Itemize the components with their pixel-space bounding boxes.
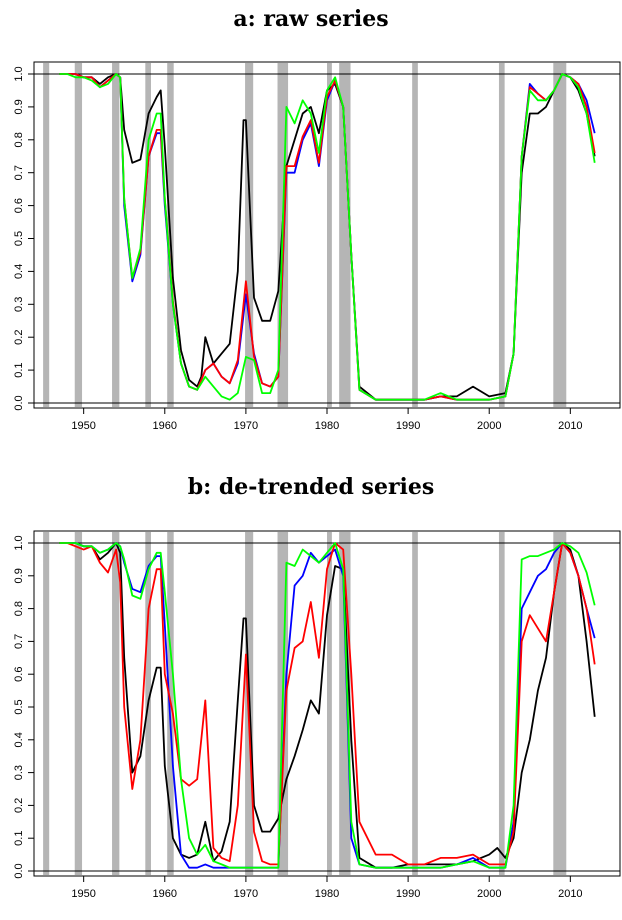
y-tick-label: 0.3 <box>13 297 25 312</box>
y-tick-label: 0.1 <box>13 362 25 377</box>
x-tick-label: 1970 <box>234 420 258 432</box>
panel-b: 1950 1960 1970 1980 1990 2000 2010 0.0 0.1 0.2 0.3… <box>13 530 621 900</box>
y-tick-label: 0.1 <box>13 831 25 846</box>
recession-band <box>145 63 151 407</box>
y-tick-label: 0.6 <box>13 667 25 682</box>
y-tick-label: 0.0 <box>13 395 25 410</box>
y-tick-label: 0.9 <box>13 568 25 583</box>
y-tick-label: 0.7 <box>13 634 25 649</box>
series-line <box>59 542 596 869</box>
y-tick-label: 0.6 <box>13 198 25 213</box>
series-line <box>59 542 596 866</box>
y-tick-label: 0.3 <box>13 765 25 780</box>
panel-b-title: b: de-trended series <box>187 474 435 500</box>
y-tick-label: 0.4 <box>13 732 25 747</box>
recession-band <box>245 63 254 407</box>
y-tick-label: 1.0 <box>13 66 25 81</box>
y-tick-label: 0.2 <box>13 798 25 813</box>
recession-band <box>412 63 418 407</box>
recession-band <box>339 63 351 407</box>
x-tick-label: 1990 <box>396 888 420 900</box>
recession-band <box>412 532 418 875</box>
x-tick-label: 2010 <box>558 888 582 900</box>
y-tick-label: 0.4 <box>13 264 25 279</box>
y-tick-label: 0.5 <box>13 231 25 246</box>
x-tick-label: 1950 <box>71 888 95 900</box>
x-tick-label: 2000 <box>477 888 501 900</box>
x-tick-label: 1960 <box>153 420 177 432</box>
y-tick-label: 0.8 <box>13 601 25 616</box>
recession-band <box>327 63 332 407</box>
recession-band <box>327 532 332 875</box>
recession-band <box>74 63 83 407</box>
x-tick-label: 1980 <box>315 888 339 900</box>
panel-a-title: a: raw series <box>233 6 389 32</box>
recession-band <box>112 63 120 407</box>
recession-band <box>553 63 567 407</box>
x-tick-label: 1960 <box>153 888 177 900</box>
x-tick-label: 1990 <box>396 420 420 432</box>
x-tick-label: 2000 <box>477 420 501 432</box>
recession-band <box>43 63 50 407</box>
x-tick-label: 2010 <box>558 420 582 432</box>
x-tick-label: 1950 <box>71 420 95 432</box>
recession-band <box>112 532 120 875</box>
recession-band <box>498 532 505 875</box>
series-line <box>59 542 596 869</box>
panel-a: 1950 1960 1970 1980 1990 2000 2010 0.0 0.1 0.2 0.3… <box>13 61 621 432</box>
y-tick-label: 0.7 <box>13 165 25 180</box>
y-tick-label: 1.0 <box>13 535 25 550</box>
recession-band <box>74 532 83 875</box>
y-tick-label: 0.2 <box>13 330 25 345</box>
x-tick-label: 1970 <box>234 888 258 900</box>
y-tick-label: 0.0 <box>13 863 25 878</box>
y-tick-label: 0.5 <box>13 699 25 714</box>
recession-band <box>339 532 351 875</box>
recession-band <box>43 532 50 875</box>
series-line <box>59 73 596 401</box>
y-tick-label: 0.9 <box>13 99 25 114</box>
recession-band <box>498 63 505 407</box>
recession-band <box>553 532 567 875</box>
x-tick-label: 1980 <box>315 420 339 432</box>
y-tick-label: 0.8 <box>13 132 25 147</box>
